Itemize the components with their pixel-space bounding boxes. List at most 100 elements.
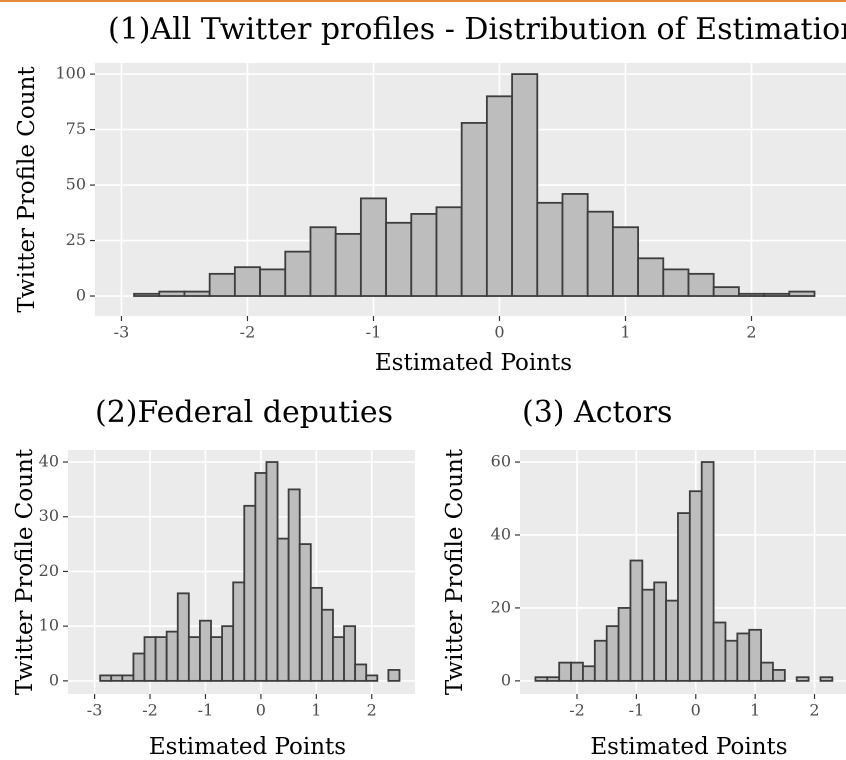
bar bbox=[243, 504, 257, 682]
x-axis-title: Estimated Points bbox=[590, 734, 787, 760]
y-tick-label: 60 bbox=[491, 452, 511, 471]
bar bbox=[736, 632, 751, 682]
y-tick-label: 20 bbox=[39, 561, 59, 580]
bar bbox=[712, 621, 727, 682]
bar bbox=[617, 607, 632, 682]
bar bbox=[199, 619, 212, 682]
bar bbox=[611, 226, 639, 297]
y-tick-label: 10 bbox=[39, 616, 59, 635]
bar bbox=[435, 206, 463, 297]
bar bbox=[700, 461, 715, 682]
x-tick-label: 0 bbox=[494, 323, 504, 342]
bar bbox=[688, 490, 703, 682]
bar bbox=[687, 272, 715, 297]
x-tick-label: 1 bbox=[750, 701, 760, 720]
x-axis-title: Estimated Points bbox=[149, 734, 346, 760]
bar bbox=[284, 250, 312, 297]
chart-title: (1)All Twitter profiles - Distribution o… bbox=[108, 12, 846, 47]
bar bbox=[558, 661, 572, 682]
bar bbox=[534, 676, 549, 682]
bar bbox=[561, 193, 589, 297]
bar bbox=[637, 257, 665, 297]
bar bbox=[819, 676, 834, 682]
bar bbox=[365, 674, 379, 682]
bar bbox=[546, 676, 561, 682]
bar bbox=[298, 543, 312, 682]
y-tick-label: 100 bbox=[55, 64, 86, 83]
bar bbox=[99, 674, 113, 682]
bar bbox=[259, 268, 287, 297]
x-tick-label: -3 bbox=[114, 323, 130, 342]
y-tick-label: 75 bbox=[66, 119, 86, 138]
y-axis-title: Twitter Profile Count bbox=[12, 448, 38, 695]
bar bbox=[309, 586, 323, 682]
bar bbox=[629, 559, 644, 682]
bar bbox=[712, 286, 740, 297]
bar bbox=[593, 639, 608, 682]
y-tick-label: 0 bbox=[49, 670, 59, 689]
x-tick-label: -1 bbox=[629, 701, 645, 720]
bar bbox=[605, 625, 620, 682]
x-tick-label: -1 bbox=[366, 323, 382, 342]
bar bbox=[665, 599, 679, 682]
y-tick-label: 50 bbox=[66, 175, 86, 194]
bar bbox=[772, 669, 786, 682]
bar bbox=[332, 636, 345, 682]
bar bbox=[210, 636, 223, 682]
chart-title: (2)Federal deputies bbox=[95, 395, 393, 430]
bar bbox=[133, 292, 161, 297]
bar bbox=[183, 290, 211, 297]
bar bbox=[254, 472, 268, 682]
x-tick-label: -2 bbox=[240, 323, 256, 342]
bar bbox=[132, 652, 146, 682]
x-tick-label: 0 bbox=[691, 701, 701, 720]
bar bbox=[511, 73, 539, 297]
bar bbox=[536, 201, 564, 297]
top-border bbox=[0, 0, 846, 2]
bar bbox=[662, 268, 690, 297]
x-tick-label: -2 bbox=[142, 701, 158, 720]
y-tick-label: 0 bbox=[76, 286, 86, 305]
bar bbox=[276, 537, 290, 682]
bar bbox=[320, 608, 334, 682]
bar bbox=[737, 292, 765, 297]
bar bbox=[724, 639, 739, 682]
bar bbox=[641, 588, 656, 682]
bar bbox=[187, 636, 201, 682]
y-tick-label: 40 bbox=[491, 524, 511, 543]
bar bbox=[354, 663, 368, 682]
bar bbox=[586, 210, 614, 297]
y-tick-label: 25 bbox=[66, 230, 86, 249]
bar bbox=[460, 122, 488, 297]
y-tick-label: 40 bbox=[39, 452, 59, 471]
chart-title: (3) Actors bbox=[522, 395, 672, 430]
x-tick-label: 1 bbox=[620, 323, 630, 342]
bar bbox=[748, 628, 762, 682]
bar bbox=[653, 581, 667, 682]
bar bbox=[485, 95, 513, 297]
bar bbox=[570, 661, 584, 682]
x-tick-label: -1 bbox=[198, 701, 214, 720]
x-tick-label: -2 bbox=[569, 701, 585, 720]
bar bbox=[158, 290, 186, 297]
bar bbox=[232, 581, 246, 682]
x-tick-label: 2 bbox=[746, 323, 756, 342]
bar bbox=[385, 221, 413, 297]
bar bbox=[121, 674, 135, 682]
bar bbox=[143, 636, 157, 682]
bar bbox=[582, 665, 596, 682]
y-tick-label: 20 bbox=[491, 597, 511, 616]
bar bbox=[760, 661, 774, 682]
bar bbox=[208, 272, 236, 297]
y-tick-label: 30 bbox=[39, 506, 59, 525]
bar bbox=[334, 232, 362, 297]
bar bbox=[359, 197, 387, 297]
bar bbox=[265, 461, 279, 682]
x-axis-title: Estimated Points bbox=[375, 350, 572, 376]
bar bbox=[795, 676, 810, 682]
bar bbox=[763, 292, 791, 297]
bar bbox=[110, 674, 124, 682]
x-tick-label: 0 bbox=[256, 701, 266, 720]
bar bbox=[154, 636, 168, 682]
